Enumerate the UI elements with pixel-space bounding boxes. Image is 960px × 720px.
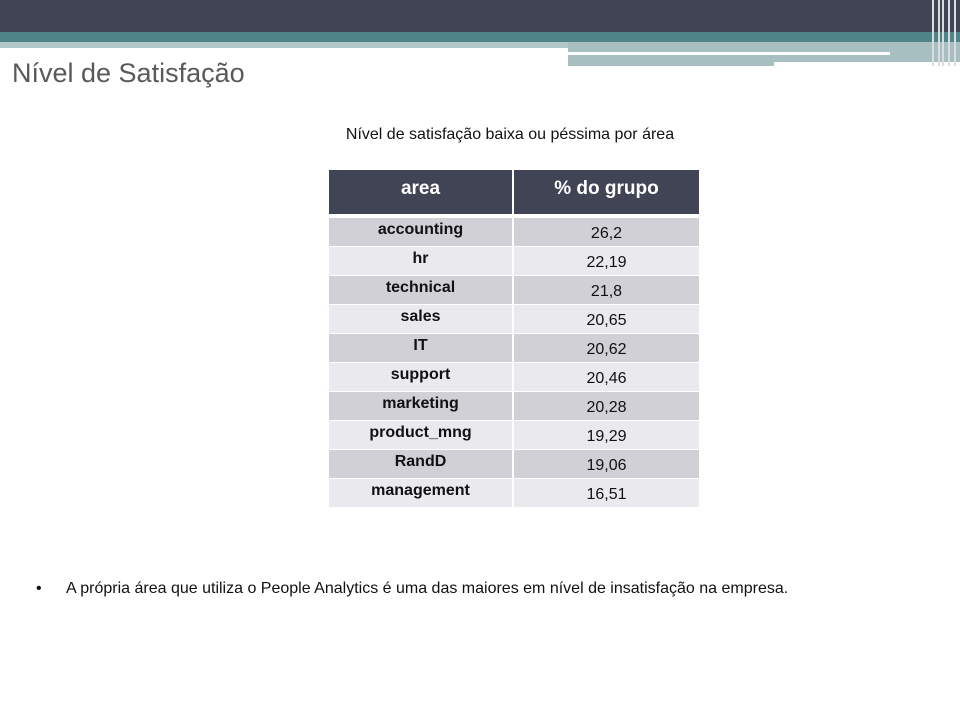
cell-percent: 20,62 [586,341,627,358]
cell-area: technical [329,276,514,304]
bullet-marker: • [36,580,42,597]
column-header-area: area [329,170,514,214]
header-light-band-left [0,42,568,48]
satisfaction-table: area % do grupo accounting 26,2 hr 22,19 tec… [329,170,699,507]
table-row: technical 21,8 [329,275,699,304]
table-row: marketing 20,28 [329,391,699,420]
cell-area: hr [329,247,514,275]
table-caption: Nível de satisfação baixa ou péssima por… [345,126,675,143]
cell-percent: 21,8 [590,283,623,300]
cell-percent: 20,46 [586,370,627,387]
table-row: hr 22,19 [329,246,699,275]
table-row: management 16,51 [329,478,699,507]
cell-percent: 26,2 [590,225,623,242]
cell-percent: 22,19 [586,254,627,271]
table-row: IT 20,62 [329,333,699,362]
cell-percent: 20,28 [586,399,627,416]
cell-area: product_mng [329,421,514,449]
header-white-line [568,52,890,55]
cell-area: support [329,363,514,391]
cell-area: management [329,479,514,507]
header-teal-band [0,32,960,42]
cell-area: accounting [329,218,514,246]
slide-title: Nível de Satisfação [12,58,245,88]
cell-percent: 20,65 [586,312,627,329]
bullet-text: A própria área que utiliza o People Anal… [66,580,789,597]
table-row: product_mng 19,29 [329,420,699,449]
table-row: accounting 26,2 [329,217,699,246]
cell-area: RandD [329,450,514,478]
cell-area: IT [329,334,514,362]
cell-area: sales [329,305,514,333]
header-white-line-short [774,62,960,66]
bullet-item: • A própria área que utiliza o People An… [36,580,788,598]
table-header-gap [329,214,699,217]
cell-percent: 19,29 [586,428,627,445]
table-row: sales 20,65 [329,304,699,333]
header-stripes [928,0,960,66]
cell-percent: 16,51 [586,486,627,503]
table-row: RandD 19,06 [329,449,699,478]
table-header-row: area % do grupo [329,170,699,214]
table-body: accounting 26,2 hr 22,19 technical 21,8 sales 2… [329,217,699,507]
cell-area: marketing [329,392,514,420]
table-row: support 20,46 [329,362,699,391]
column-header-percent: % do grupo [554,178,659,199]
header-dark-band [0,0,960,32]
cell-percent: 19,06 [586,457,627,474]
